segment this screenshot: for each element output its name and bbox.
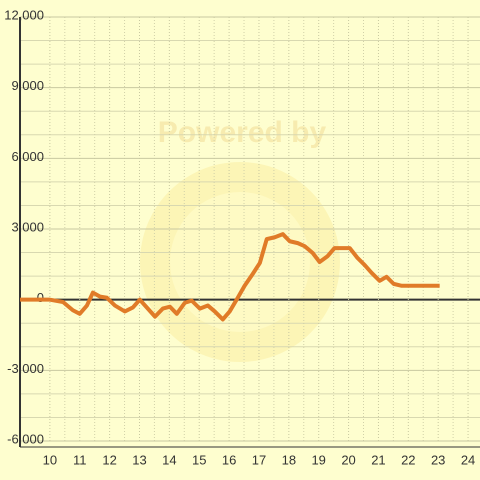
series-line: [20, 232, 440, 322]
x-tick-label: 15: [192, 452, 206, 467]
x-tick-label: 16: [222, 452, 236, 467]
x-tick-label: 21: [371, 452, 385, 467]
x-tick-label: 12: [102, 452, 116, 467]
logo-circle: [140, 162, 340, 362]
x-tick-label: 10: [43, 452, 57, 467]
logo-inner: [170, 192, 310, 332]
x-tick-label: 18: [282, 452, 296, 467]
x-tick-label: 20: [341, 452, 355, 467]
y-tick-label: 6,000: [11, 149, 44, 164]
x-tick-label: 17: [252, 452, 266, 467]
watermark-text: Powered by: [158, 116, 327, 149]
y-tick-label: 12,000: [4, 7, 44, 22]
x-tick-label: 11: [73, 452, 87, 467]
watermark-logo: [140, 162, 340, 362]
y-tick-label: 3,000: [11, 219, 44, 234]
x-tick-label: 14: [162, 452, 176, 467]
x-tick-label: 19: [311, 452, 325, 467]
y-tick-label: -3,000: [7, 361, 44, 376]
x-tick-label: 23: [431, 452, 445, 467]
y-tick-label: 9,000: [11, 78, 44, 93]
y-tick-label: 0: [37, 290, 44, 305]
y-tick-label: -6,000: [7, 431, 44, 446]
x-tick-label: 13: [132, 452, 146, 467]
x-tick-label: 22: [401, 452, 415, 467]
x-tick-label: 24: [461, 452, 475, 467]
